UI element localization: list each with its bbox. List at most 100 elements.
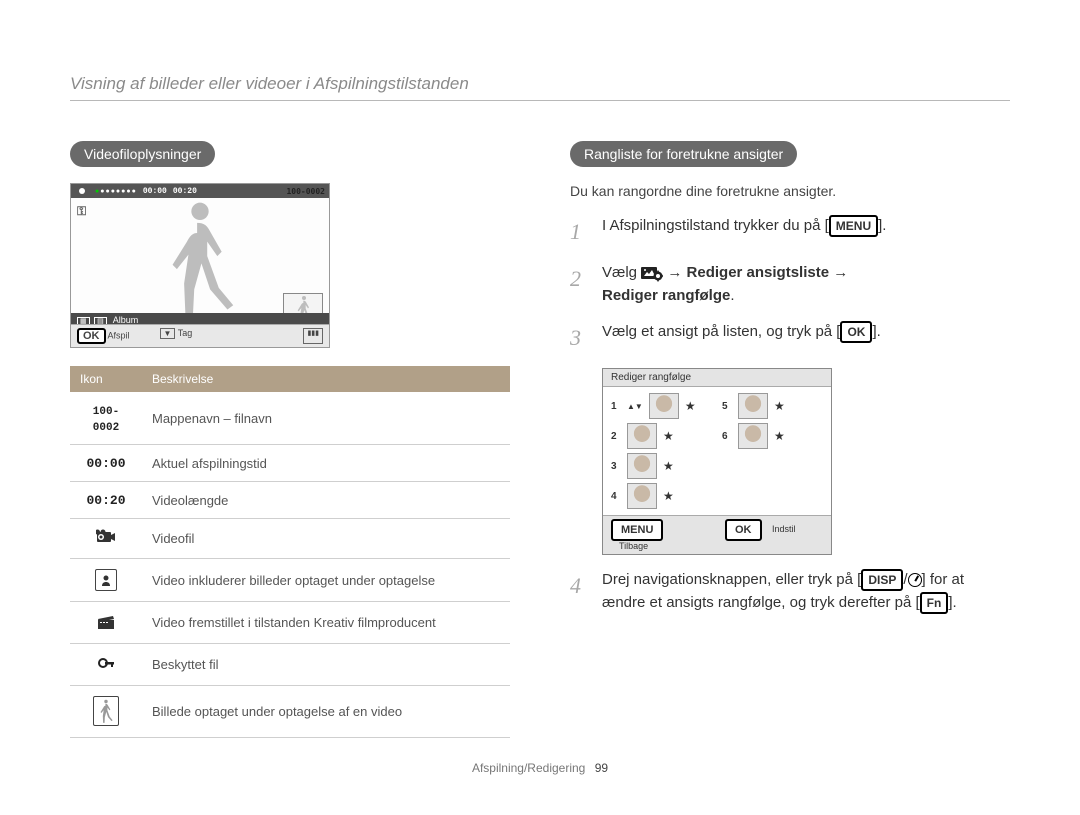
table-row: Billede optaget under optagelse af en vi… bbox=[70, 686, 510, 738]
video-icon bbox=[75, 186, 89, 196]
icon-person-box bbox=[70, 559, 142, 602]
skater-silhouette bbox=[155, 194, 245, 324]
face-thumb bbox=[738, 393, 768, 419]
rank-num: 1 bbox=[611, 401, 621, 412]
step-number: 1 bbox=[570, 215, 588, 248]
step-text: / bbox=[903, 571, 907, 588]
timer-icon bbox=[908, 573, 922, 587]
icon-videofile bbox=[70, 519, 142, 559]
step-text: ]. bbox=[948, 594, 956, 611]
table-row: 00:00 Aktuel afspilningstid bbox=[70, 445, 510, 482]
footer-section: Afspilning/Redigering bbox=[472, 761, 585, 775]
th-icon: Ikon bbox=[70, 366, 142, 392]
th-desc: Beskrivelse bbox=[142, 366, 510, 392]
video-info-thumbnail: ●●●●●●●● 00:00 00:20 100-0002 ⚿ ▦ ▤ Albu… bbox=[70, 183, 330, 348]
right-column: Rangliste for foretrukne ansigter Du kan… bbox=[570, 141, 1010, 738]
face-rank-desc: Du kan rangordne dine foretrukne ansigte… bbox=[570, 183, 1010, 199]
step-4: 4 Drej navigationsknappen, eller tryk på… bbox=[570, 569, 1010, 614]
step-bold: Rediger ansigtsliste bbox=[687, 264, 830, 281]
star-icon: ★ bbox=[663, 429, 674, 443]
rank-panel-title: Rediger rangfølge bbox=[603, 369, 831, 387]
rank-row: 1 ▲▼ ★ bbox=[611, 393, 712, 419]
cell-desc: Mappenavn – filnavn bbox=[142, 392, 510, 445]
set-label: Indstil bbox=[764, 521, 804, 537]
thumb-footer: OK Afspil ▼ Tag ▮▮▮ bbox=[71, 324, 329, 347]
page-footer: Afspilning/Redigering 99 bbox=[0, 761, 1080, 775]
cell-desc: Video fremstillet i tilstanden Kreativ f… bbox=[142, 602, 510, 644]
thumb-play-label: Afspil bbox=[108, 330, 130, 340]
icon-time-current: 00:00 bbox=[86, 456, 125, 471]
lock-icon: ⚿ bbox=[77, 204, 86, 219]
step-number: 3 bbox=[570, 321, 588, 354]
step-1: 1 I Afspilningstilstand trykker du på [M… bbox=[570, 215, 1010, 248]
icon-time-total: 00:20 bbox=[86, 493, 125, 508]
rank-num: 5 bbox=[722, 401, 732, 412]
star-icon: ★ bbox=[774, 399, 785, 413]
step-text: Vælg bbox=[602, 264, 641, 281]
ok-button-badge: OK bbox=[840, 321, 872, 343]
cell-desc: Video inkluderer billeder optaget under … bbox=[142, 559, 510, 602]
face-thumb bbox=[627, 453, 657, 479]
icon-clapper bbox=[70, 602, 142, 644]
step-text: Drej navigationsknappen, eller tryk på [ bbox=[602, 571, 861, 588]
step-bold: Rediger rangfølge bbox=[602, 287, 730, 304]
cell-desc: Aktuel afspilningstid bbox=[142, 445, 510, 482]
table-row: Videofil bbox=[70, 519, 510, 559]
progress-dots: ●●●●●●●● bbox=[95, 188, 137, 195]
table-row: 100-0002 Mappenavn – filnavn bbox=[70, 392, 510, 445]
icon-file-id: 100-0002 bbox=[93, 406, 119, 434]
face-thumb bbox=[738, 423, 768, 449]
gear-photo-icon bbox=[641, 264, 663, 282]
step-text: → bbox=[829, 264, 848, 281]
icon-lock bbox=[70, 644, 142, 686]
step-number: 4 bbox=[570, 569, 588, 614]
rank-row: 4★ bbox=[611, 483, 712, 509]
cell-desc: Billede optaget under optagelse af en vi… bbox=[142, 686, 510, 738]
rank-num: 2 bbox=[611, 431, 621, 442]
left-column: Videofiloplysninger ●●●●●●●● 00:00 00:20… bbox=[70, 141, 510, 738]
rank-num: 4 bbox=[611, 491, 621, 502]
step-text: . bbox=[730, 287, 734, 304]
section-pill-face-rank: Rangliste for foretrukne ansigter bbox=[570, 141, 797, 167]
cell-desc: Videolængde bbox=[142, 482, 510, 519]
table-row: 00:20 Videolængde bbox=[70, 482, 510, 519]
rank-row: 2★ bbox=[611, 423, 712, 449]
cell-desc: Videofil bbox=[142, 519, 510, 559]
icon-description-table: Ikon Beskrivelse 100-0002 Mappenavn – fi… bbox=[70, 366, 510, 738]
step-2: 2 Vælg → Rediger ansigtsliste → Rediger … bbox=[570, 262, 1010, 307]
table-row: Video fremstillet i tilstanden Kreativ f… bbox=[70, 602, 510, 644]
rank-panel-footer: MENU Tilbage OK Indstil bbox=[603, 515, 831, 554]
face-thumb bbox=[649, 393, 679, 419]
rank-num: 3 bbox=[611, 461, 621, 472]
step-text: ]. bbox=[872, 323, 880, 340]
steps-list-cont: 4 Drej navigationsknappen, eller tryk på… bbox=[570, 569, 1010, 614]
star-icon: ★ bbox=[685, 399, 696, 413]
star-icon: ★ bbox=[663, 459, 674, 473]
face-thumb bbox=[627, 483, 657, 509]
step-text: Vælg et ansigt på listen, og tryk på [ bbox=[602, 323, 840, 340]
rank-row: 3★ bbox=[611, 453, 712, 479]
rank-row: 6★ bbox=[722, 423, 823, 449]
table-row: Video inkluderer billeder optaget under … bbox=[70, 559, 510, 602]
ok-badge: OK bbox=[77, 328, 106, 344]
cell-desc: Beskyttet fil bbox=[142, 644, 510, 686]
footer-page-number: 99 bbox=[595, 761, 608, 775]
section-pill-video-info: Videofiloplysninger bbox=[70, 141, 215, 167]
ok-btn-small: OK bbox=[725, 519, 762, 541]
table-row: Beskyttet fil bbox=[70, 644, 510, 686]
icon-skater-box bbox=[70, 686, 142, 738]
step-text: → bbox=[663, 264, 686, 281]
star-icon: ★ bbox=[774, 429, 785, 443]
step-text: ]. bbox=[878, 217, 886, 234]
steps-list: 1 I Afspilningstilstand trykker du på [M… bbox=[570, 215, 1010, 354]
star-icon: ★ bbox=[663, 489, 674, 503]
back-label: Tilbage bbox=[611, 538, 656, 554]
fn-button-badge: Fn bbox=[920, 592, 949, 614]
rank-num: 6 bbox=[722, 431, 732, 442]
sort-arrows-icon: ▲▼ bbox=[627, 402, 643, 411]
battery-icon: ▮▮▮ bbox=[303, 328, 323, 344]
step-3: 3 Vælg et ansigt på listen, og tryk på [… bbox=[570, 321, 1010, 354]
rank-order-panel: Rediger rangfølge 1▲▼★ 5★ 2★ 6★ 3★ 4★ ME… bbox=[602, 368, 832, 555]
rank-row: 5★ bbox=[722, 393, 823, 419]
menu-button-badge: MENU bbox=[829, 215, 878, 237]
